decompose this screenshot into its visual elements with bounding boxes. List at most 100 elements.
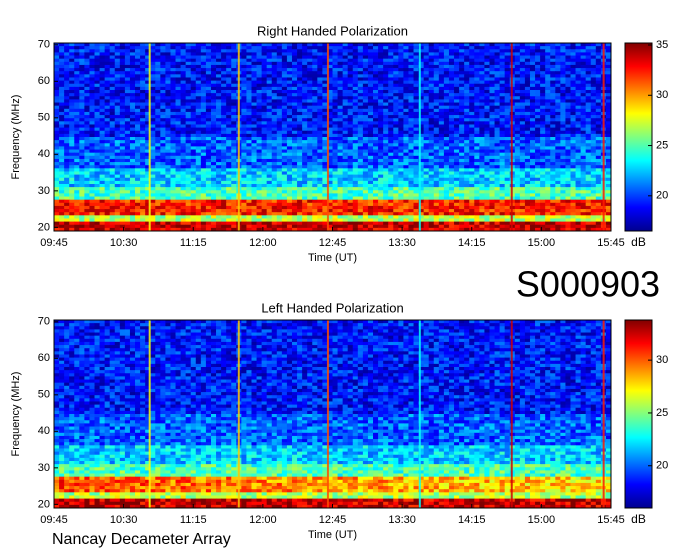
spectrogram-cell bbox=[595, 71, 602, 75]
spectrogram-cell bbox=[190, 111, 197, 116]
spectrogram-cell bbox=[327, 52, 333, 56]
spectrogram-cell bbox=[119, 93, 126, 97]
spectrogram-cell bbox=[479, 158, 485, 163]
spectrogram-cell bbox=[160, 61, 166, 66]
spectrogram-cell bbox=[200, 105, 207, 110]
spectrogram-cell bbox=[160, 140, 166, 144]
spectrogram-cell bbox=[302, 46, 308, 50]
spectrogram-cell bbox=[216, 55, 222, 60]
spectrogram-cell bbox=[210, 43, 217, 47]
spectrogram-cell bbox=[322, 96, 328, 100]
spectrogram-cell bbox=[540, 105, 546, 110]
spectrogram-cell bbox=[286, 162, 293, 166]
spectrogram-cell bbox=[271, 127, 278, 132]
spectrogram-cell bbox=[226, 49, 232, 53]
spectrogram-cell bbox=[357, 77, 364, 81]
spectrogram-cell bbox=[494, 140, 500, 144]
spectrogram-cell bbox=[464, 108, 470, 113]
spectrogram-cell bbox=[307, 52, 313, 56]
spectrogram-cell bbox=[241, 55, 247, 60]
spectrogram-cell bbox=[545, 165, 551, 169]
spectrogram-cell bbox=[119, 143, 126, 147]
spectrogram-cell bbox=[276, 171, 283, 175]
spectrogram-cell bbox=[180, 111, 187, 116]
spectrogram-cell bbox=[140, 121, 146, 125]
spectrogram-cell bbox=[286, 177, 293, 182]
spectrogram-cell bbox=[216, 124, 222, 128]
spectrogram-cell bbox=[413, 102, 419, 107]
spectrogram-cell bbox=[373, 77, 379, 81]
spectrogram-cell bbox=[307, 168, 313, 172]
spectrogram-cell bbox=[89, 115, 95, 119]
spectrogram-cell bbox=[479, 162, 485, 166]
spectrogram-cell bbox=[251, 49, 257, 53]
spectrogram-cell bbox=[79, 49, 85, 53]
spectrogram-cell bbox=[165, 118, 171, 122]
spectrogram-cell bbox=[221, 174, 227, 179]
spectrogram-cell bbox=[504, 130, 511, 135]
spectrogram-cell bbox=[418, 80, 425, 85]
spectrogram-cell bbox=[337, 121, 344, 125]
spectrogram-cell bbox=[210, 55, 217, 60]
spectrogram-cell bbox=[276, 130, 283, 135]
spectrogram-cell bbox=[281, 137, 288, 141]
spectrogram-cell bbox=[352, 137, 359, 141]
spectrogram-cell bbox=[575, 111, 582, 116]
spectrogram-cell bbox=[474, 96, 480, 100]
spectrogram-cell bbox=[276, 162, 283, 166]
spectrogram-cell bbox=[271, 115, 278, 119]
spectrogram-cell bbox=[226, 165, 232, 169]
spectrogram-cell bbox=[231, 49, 237, 53]
spectrogram-cell bbox=[185, 43, 192, 47]
spectrogram-cell bbox=[200, 93, 207, 97]
spectrogram-cell bbox=[286, 52, 293, 56]
spectrogram-cell bbox=[373, 115, 379, 119]
spectrogram-cell bbox=[443, 74, 450, 78]
spectrogram-cell bbox=[433, 93, 440, 97]
spectrogram-cell bbox=[373, 74, 379, 78]
spectrogram-cell bbox=[251, 137, 257, 141]
spectrogram-cell bbox=[190, 108, 197, 113]
spectrogram-cell bbox=[145, 77, 151, 81]
spectrogram-cell bbox=[246, 180, 252, 185]
spectrogram-cell bbox=[129, 140, 136, 144]
spectrogram-cell bbox=[251, 61, 257, 66]
spectrogram-cell bbox=[145, 71, 151, 75]
spectrogram-cell bbox=[160, 155, 166, 160]
spectrogram-cell bbox=[251, 121, 257, 125]
spectrogram-cell bbox=[114, 111, 121, 116]
spectrogram-cell bbox=[484, 149, 490, 154]
spectrogram-cell bbox=[150, 52, 156, 56]
spectrogram-cell bbox=[565, 71, 571, 75]
spectrogram-cell bbox=[195, 137, 202, 141]
spectrogram-cell bbox=[337, 108, 344, 113]
spectrogram-cell bbox=[393, 111, 399, 116]
spectrogram-cell bbox=[155, 61, 161, 66]
spectrogram-cell bbox=[469, 124, 475, 128]
spectrogram-cell bbox=[79, 46, 85, 50]
spectrogram-cell bbox=[129, 96, 136, 100]
spectrogram-cell bbox=[367, 108, 374, 113]
spectrogram-cell bbox=[352, 86, 359, 91]
spectrogram-cell bbox=[155, 149, 161, 154]
spectrogram-cell bbox=[210, 64, 217, 69]
spectrogram-cell bbox=[423, 64, 430, 69]
spectrogram-cell bbox=[378, 49, 384, 53]
spectrogram-cell bbox=[89, 68, 95, 72]
spectrogram-cell bbox=[332, 80, 338, 85]
spectrogram-cell bbox=[484, 158, 490, 163]
spectrogram-cell bbox=[175, 99, 181, 103]
spectrogram-cell bbox=[373, 137, 379, 141]
spectrogram-cell bbox=[135, 108, 141, 113]
spectrogram-cell bbox=[433, 83, 440, 88]
spectrogram-cell bbox=[448, 140, 455, 144]
spectrogram-cell bbox=[393, 64, 399, 69]
spectrogram-cell bbox=[575, 130, 582, 135]
spectrogram-cell bbox=[494, 137, 500, 141]
spectrogram-cell bbox=[362, 49, 369, 53]
spectrogram-cell bbox=[145, 58, 151, 63]
spectrogram-cell bbox=[459, 174, 465, 179]
spectrogram-cell bbox=[585, 111, 592, 116]
spectrogram-cell bbox=[580, 58, 587, 63]
spectrogram-cell bbox=[347, 174, 354, 179]
